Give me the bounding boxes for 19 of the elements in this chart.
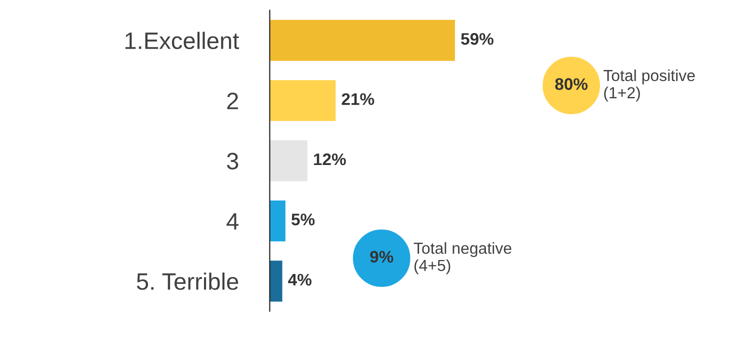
- y-tick-label: 2: [227, 92, 238, 110]
- y-tick-label: 1.Excellent: [125, 32, 239, 50]
- data-label: 5%: [291, 214, 315, 226]
- data-label: 59%: [461, 33, 494, 45]
- bar: [270, 200, 286, 242]
- bar: [270, 20, 455, 61]
- data-label: 12%: [314, 153, 346, 166]
- y-tick-label: 4: [226, 213, 238, 230]
- data-label: 4%: [288, 274, 312, 286]
- bar: [270, 140, 308, 182]
- bar: [270, 260, 282, 302]
- bar: [270, 80, 336, 122]
- text: Total positive (1+2): [604, 69, 695, 102]
- y-tick-label: 5. Terrible: [136, 272, 238, 290]
- annotation: 9%: [370, 250, 394, 263]
- data-label: 21%: [342, 93, 374, 105]
- annotation: Total negative (4+5): [414, 242, 512, 274]
- y-tick-label: 3: [226, 152, 238, 170]
- text: 80%: [555, 78, 588, 90]
